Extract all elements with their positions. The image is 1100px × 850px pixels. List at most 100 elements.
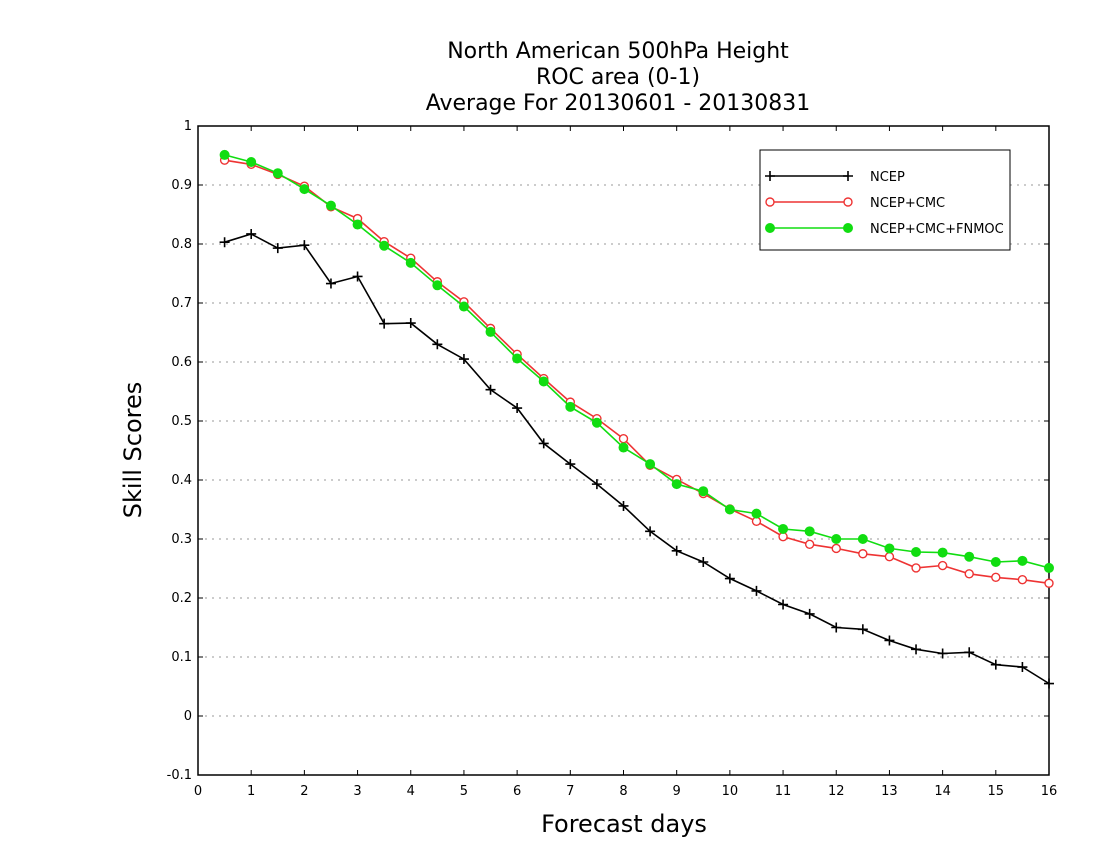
axis-ticks: -0.100.10.20.30.40.50.60.70.80.910 1 2 3 4 5 6…: [167, 119, 1058, 799]
y-axis-label: Skill Scores: [119, 382, 147, 519]
data-point-ncep-cmc-fnmoc: [325, 200, 336, 211]
data-point-ncep-cmc-fnmoc: [778, 523, 789, 534]
data-point-ncep-cmc-fnmoc: [299, 184, 310, 195]
data-point-ncep: [325, 278, 336, 289]
series-line-ncep: [224, 233, 1050, 685]
data-point-ncep: [990, 659, 1001, 670]
x-tick-label: 10: [722, 784, 739, 799]
data-point-ncep-cmc-fnmoc: [698, 486, 709, 497]
data-point-ncep: [724, 573, 735, 584]
x-tick-label: 3: [353, 784, 361, 799]
x-tick-label: 14: [934, 784, 951, 799]
data-point-ncep-cmc-fnmoc: [884, 543, 895, 554]
data-point-ncep-cmc: [991, 572, 1001, 583]
x-tick-label: 11: [775, 784, 792, 799]
data-point-ncep: [432, 339, 443, 350]
y-tick-label: 0.9: [171, 178, 192, 193]
data-point-ncep-cmc-fnmoc: [512, 353, 523, 364]
data-point-ncep-cmc-fnmoc: [352, 219, 363, 230]
x-tick-label: 15: [988, 784, 1005, 799]
data-point-ncep-cmc-fnmoc: [645, 459, 656, 470]
x-tick-label: 1: [247, 784, 255, 799]
data-point-ncep-cmc-fnmoc: [379, 240, 390, 251]
data-point-ncep-cmc-fnmoc: [272, 168, 283, 179]
data-point-ncep: [299, 240, 310, 251]
legend-marker-ncep-cmc-fnmoc: [765, 223, 775, 233]
data-point-ncep: [565, 459, 576, 470]
legend-label-ncep: NCEP: [870, 170, 905, 185]
data-point-ncep: [937, 648, 948, 659]
chart-title-line-2: ROC area (0-1): [536, 65, 700, 90]
data-point-ncep-cmc: [884, 552, 895, 562]
data-point-ncep-cmc: [964, 569, 974, 579]
data-point-ncep: [671, 545, 682, 556]
data-point-ncep: [219, 237, 230, 248]
x-tick-label: 6: [513, 784, 521, 799]
data-point-ncep: [538, 438, 549, 449]
data-point-ncep: [405, 318, 416, 329]
data-point-ncep-cmc-fnmoc: [937, 547, 948, 558]
data-point-ncep: [246, 228, 257, 239]
x-tick-label: 2: [300, 784, 308, 799]
data-point-ncep: [379, 318, 390, 329]
data-point-ncep: [964, 647, 975, 658]
y-tick-label: 0.7: [171, 296, 192, 311]
x-tick-label: 0: [194, 784, 202, 799]
data-point-ncep-cmc-fnmoc: [618, 442, 629, 453]
x-tick-label: 7: [566, 784, 574, 799]
x-tick-label: 9: [673, 784, 681, 799]
data-point-ncep: [485, 384, 496, 395]
data-point-ncep-cmc-fnmoc: [671, 479, 682, 490]
series-ncep: [219, 228, 1054, 689]
data-point-ncep: [751, 585, 762, 596]
data-point-ncep-cmc-fnmoc: [831, 534, 842, 544]
legend-marker-ncep-cmc-fnmoc: [843, 223, 853, 233]
legend: NCEP NCEP+CMC NCEP+CMC+FNMOC: [759, 149, 1011, 251]
data-point-ncep-cmc-fnmoc: [751, 508, 762, 519]
data-point-ncep: [698, 557, 709, 568]
data-point-ncep-cmc: [1017, 575, 1028, 585]
data-point-ncep-cmc-fnmoc: [990, 557, 1001, 568]
data-point-ncep: [352, 271, 363, 282]
x-axis-label: Forecast days: [541, 810, 707, 838]
data-point-ncep: [911, 644, 922, 655]
y-tick-label: 0.1: [171, 650, 192, 665]
data-point-ncep-cmc-fnmoc: [804, 526, 815, 537]
series-layer: [219, 149, 1054, 689]
x-tick-label: 8: [619, 784, 627, 799]
data-point-ncep: [857, 624, 868, 635]
legend-label-ncep-cmc: NCEP+CMC: [870, 196, 945, 211]
data-point-ncep: [1017, 662, 1028, 673]
data-point-ncep-cmc-fnmoc: [1044, 562, 1054, 573]
legend-label-ncep-cmc-fnmoc: NCEP+CMC+FNMOC: [870, 222, 1004, 237]
legend-marker-ncep-cmc: [843, 197, 853, 207]
x-tick-label: 13: [881, 784, 898, 799]
y-tick-label: -0.1: [167, 768, 192, 783]
data-point-ncep: [778, 599, 789, 610]
x-tick-label: 4: [407, 784, 415, 799]
data-point-ncep: [272, 243, 283, 254]
data-point-ncep: [512, 403, 523, 414]
x-tick-label: 16: [1041, 784, 1058, 799]
y-tick-label: 0: [184, 709, 192, 724]
legend-marker-ncep-cmc: [765, 197, 775, 207]
y-tick-label: 0.3: [171, 532, 192, 547]
y-tick-label: 0.4: [171, 473, 192, 488]
legend-marker-ncep: [843, 171, 853, 181]
data-point-ncep-cmc: [618, 434, 629, 444]
data-point-ncep: [645, 526, 656, 537]
y-tick-label: 0.8: [171, 237, 192, 252]
data-point-ncep-cmc-fnmoc: [405, 257, 416, 268]
y-tick-label: 0.6: [171, 355, 192, 370]
data-point-ncep-cmc-fnmoc: [485, 326, 496, 337]
chart-title-line-1: North American 500hPa Height: [447, 39, 789, 64]
gridlines: [198, 184, 1049, 717]
data-point-ncep-cmc-fnmoc: [219, 149, 230, 160]
data-point-ncep-cmc-fnmoc: [246, 156, 257, 167]
chart-title-line-3: Average For 20130601 - 20130831: [426, 91, 811, 116]
data-point-ncep-cmc: [911, 563, 921, 573]
data-point-ncep-cmc: [937, 560, 948, 571]
data-point-ncep-cmc: [804, 539, 815, 550]
data-point-ncep-cmc: [858, 549, 868, 559]
